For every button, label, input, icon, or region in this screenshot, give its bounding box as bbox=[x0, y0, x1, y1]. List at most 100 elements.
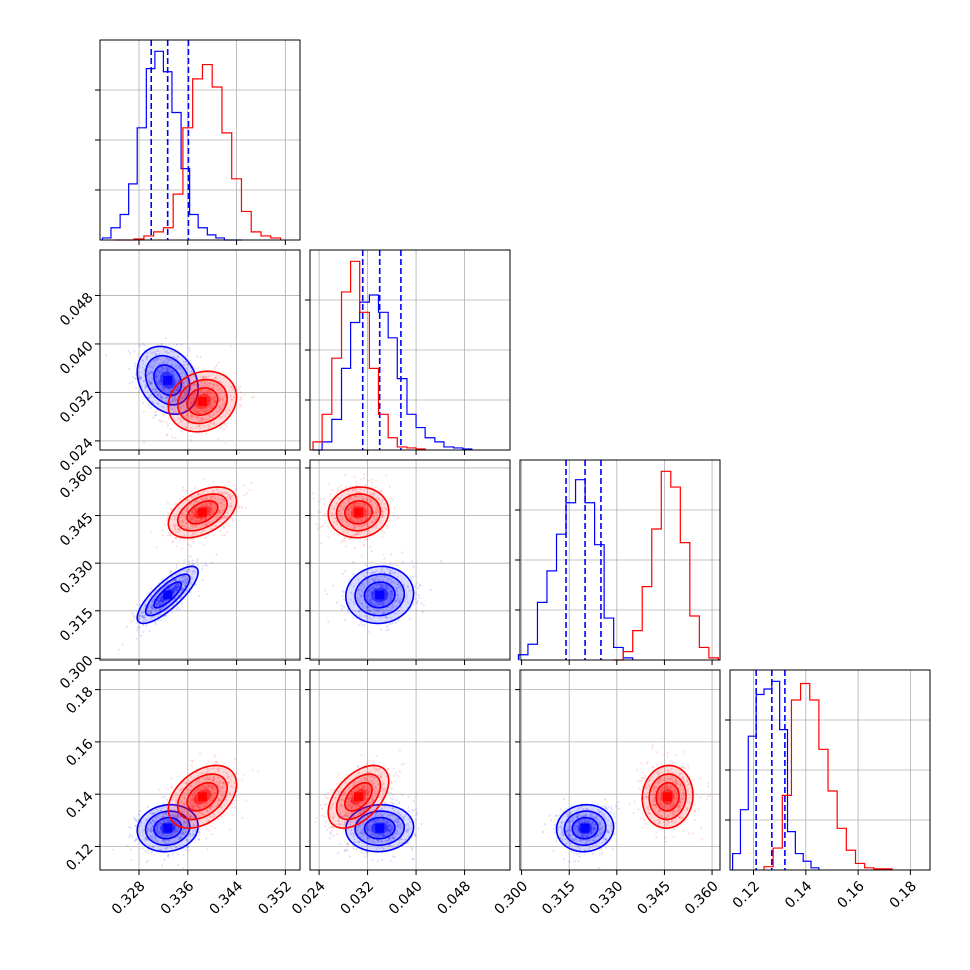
scatter-point bbox=[200, 813, 204, 816]
scatter-point bbox=[177, 818, 180, 821]
scatter-point bbox=[192, 805, 195, 808]
scatter-point bbox=[399, 825, 402, 828]
scatter-point bbox=[209, 496, 212, 499]
scatter-point bbox=[191, 531, 195, 535]
scatter-point bbox=[410, 848, 414, 852]
scatter-point bbox=[213, 775, 216, 778]
scatter-point bbox=[151, 809, 154, 812]
scatter-point bbox=[392, 581, 395, 584]
scatter-point bbox=[334, 504, 338, 507]
scatter-point bbox=[188, 813, 191, 816]
scatter-point bbox=[149, 365, 152, 368]
scatter-point bbox=[176, 816, 179, 819]
scatter-point bbox=[340, 488, 343, 492]
scatter-point bbox=[364, 855, 367, 858]
scatter-point bbox=[180, 788, 183, 791]
scatter-point bbox=[155, 546, 158, 549]
density-blue bbox=[324, 551, 443, 633]
scatter-point bbox=[223, 393, 226, 396]
scatter-point bbox=[185, 808, 188, 811]
scatter-point bbox=[381, 601, 384, 605]
scatter-point bbox=[177, 586, 180, 589]
panel-grid bbox=[520, 460, 720, 660]
scatter-point bbox=[133, 362, 137, 365]
scatter-point bbox=[210, 504, 213, 507]
scatter-point bbox=[385, 474, 388, 477]
scatter-point bbox=[219, 425, 222, 428]
scatter-point bbox=[227, 495, 230, 498]
scatter-point bbox=[181, 805, 184, 808]
scatter-point bbox=[385, 839, 388, 842]
scatter-point bbox=[307, 525, 309, 527]
scatter-point bbox=[160, 832, 163, 836]
scatter-point bbox=[367, 596, 370, 599]
scatter-point bbox=[150, 830, 153, 833]
scatter-point bbox=[430, 589, 433, 592]
scatter-point bbox=[190, 414, 193, 417]
scatter-point bbox=[144, 384, 147, 387]
scatter-point bbox=[395, 589, 398, 593]
scatter-point bbox=[190, 384, 193, 387]
scatter-point bbox=[367, 497, 370, 500]
scatter-point bbox=[186, 813, 189, 817]
scatter-point bbox=[218, 397, 221, 400]
scatter-point bbox=[169, 405, 172, 408]
scatter-point bbox=[202, 376, 206, 379]
scatter-point bbox=[171, 798, 174, 801]
scatter-point bbox=[214, 761, 217, 764]
scatter-point bbox=[223, 503, 226, 506]
scatter-point bbox=[181, 589, 184, 592]
scatter-point bbox=[176, 864, 180, 867]
scatter-point bbox=[190, 403, 193, 406]
density-peak bbox=[163, 823, 173, 833]
scatter-point bbox=[224, 395, 227, 398]
scatter-point bbox=[192, 832, 195, 835]
scatter-point bbox=[225, 772, 229, 775]
scatter-point bbox=[363, 477, 366, 480]
scatter-point bbox=[370, 587, 373, 590]
scatter-point bbox=[162, 405, 165, 408]
scatter-point bbox=[132, 614, 135, 617]
scatter-point bbox=[356, 502, 359, 505]
scatter-point bbox=[399, 585, 402, 589]
scatter-point bbox=[221, 492, 224, 495]
scatter-point bbox=[205, 390, 208, 393]
scatter-point bbox=[157, 357, 160, 360]
scatter-point bbox=[221, 791, 224, 794]
scatter-point bbox=[378, 520, 381, 523]
scatter-point bbox=[181, 832, 184, 835]
scatter-point bbox=[357, 578, 360, 581]
scatter-point bbox=[219, 406, 222, 409]
scatter-point bbox=[174, 585, 177, 588]
scatter-point bbox=[183, 395, 186, 399]
scatter-point bbox=[196, 505, 199, 508]
scatter-point bbox=[347, 522, 350, 526]
contour-line bbox=[136, 565, 199, 625]
scatter-point bbox=[352, 504, 355, 507]
scatter-point bbox=[384, 619, 387, 622]
scatter-point bbox=[174, 410, 178, 413]
density-red bbox=[148, 752, 260, 844]
scatter-point bbox=[225, 771, 228, 775]
scatter-point bbox=[200, 504, 203, 507]
scatter-point bbox=[204, 502, 207, 505]
scatter-point bbox=[422, 604, 425, 607]
contour-line bbox=[335, 493, 382, 532]
scatter-point bbox=[167, 842, 170, 845]
scatter-point bbox=[192, 410, 195, 413]
scatter-point bbox=[191, 533, 194, 536]
scatter-point bbox=[361, 498, 364, 501]
scatter-point bbox=[359, 835, 362, 839]
scatter-point bbox=[378, 578, 381, 581]
scatter-point bbox=[189, 435, 192, 438]
scatter-point bbox=[184, 580, 187, 583]
scatter-point bbox=[397, 600, 400, 603]
scatter-point bbox=[230, 785, 233, 788]
scatter-point bbox=[214, 506, 217, 509]
panel-frame bbox=[99, 669, 301, 871]
scatter-point bbox=[205, 786, 208, 790]
scatter-point bbox=[209, 406, 213, 409]
scatter-point bbox=[236, 372, 239, 375]
scatter-point bbox=[379, 840, 383, 843]
scatter-point bbox=[411, 858, 414, 861]
